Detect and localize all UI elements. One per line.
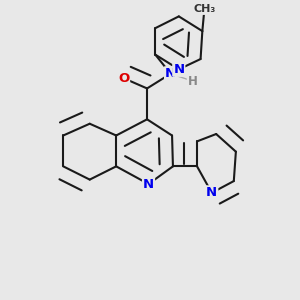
Text: O: O	[118, 72, 129, 85]
Text: N: N	[173, 63, 184, 76]
Text: CH₃: CH₃	[193, 4, 215, 14]
Text: N: N	[165, 67, 176, 80]
Text: N: N	[143, 178, 154, 190]
Text: H: H	[188, 75, 198, 88]
Text: N: N	[206, 186, 217, 199]
